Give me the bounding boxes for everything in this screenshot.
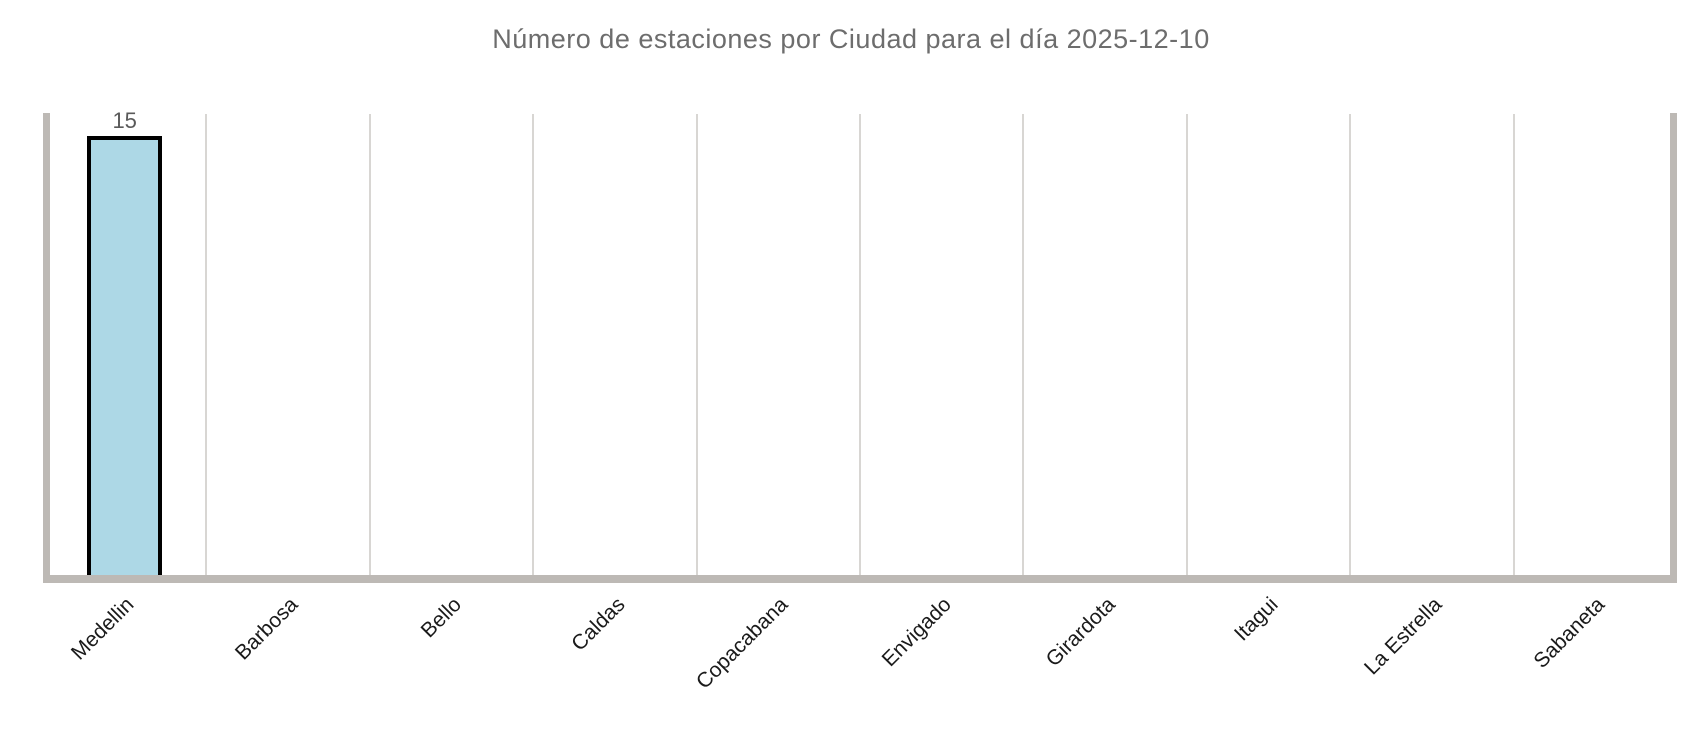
- x-tick-label: Medellin: [67, 593, 139, 665]
- category-gridline: [1349, 114, 1352, 575]
- category-gridline: [695, 114, 698, 575]
- x-tick-label: Itagui: [1230, 593, 1283, 646]
- x-tick-label: Bello: [416, 593, 466, 643]
- x-tick-label: Barbosa: [230, 593, 303, 665]
- x-tick-label: La Estrella: [1359, 593, 1447, 680]
- y-axis-spine-right: [1670, 113, 1677, 583]
- x-tick-label: Sabaneta: [1529, 593, 1610, 673]
- category-gridline: [1022, 114, 1025, 575]
- category-gridline: [205, 114, 208, 575]
- chart-title: Número de estaciones por Ciudad para el …: [492, 24, 1210, 54]
- x-tick-label: Copacabana: [692, 593, 793, 694]
- y-axis-spine-left: [43, 113, 50, 575]
- category-gridline: [368, 114, 371, 575]
- category-gridline: [1185, 114, 1188, 575]
- bar-medellin: [87, 136, 163, 575]
- category-gridline: [1512, 114, 1515, 575]
- category-gridline: [859, 114, 861, 575]
- bar-value-label: 15: [112, 108, 137, 134]
- x-axis-spine: [43, 575, 1677, 583]
- x-tick-label: Caldas: [566, 593, 630, 656]
- x-tick-label: Envigado: [877, 593, 956, 672]
- x-tick-label: Girardota: [1041, 593, 1120, 672]
- category-gridline: [532, 114, 535, 575]
